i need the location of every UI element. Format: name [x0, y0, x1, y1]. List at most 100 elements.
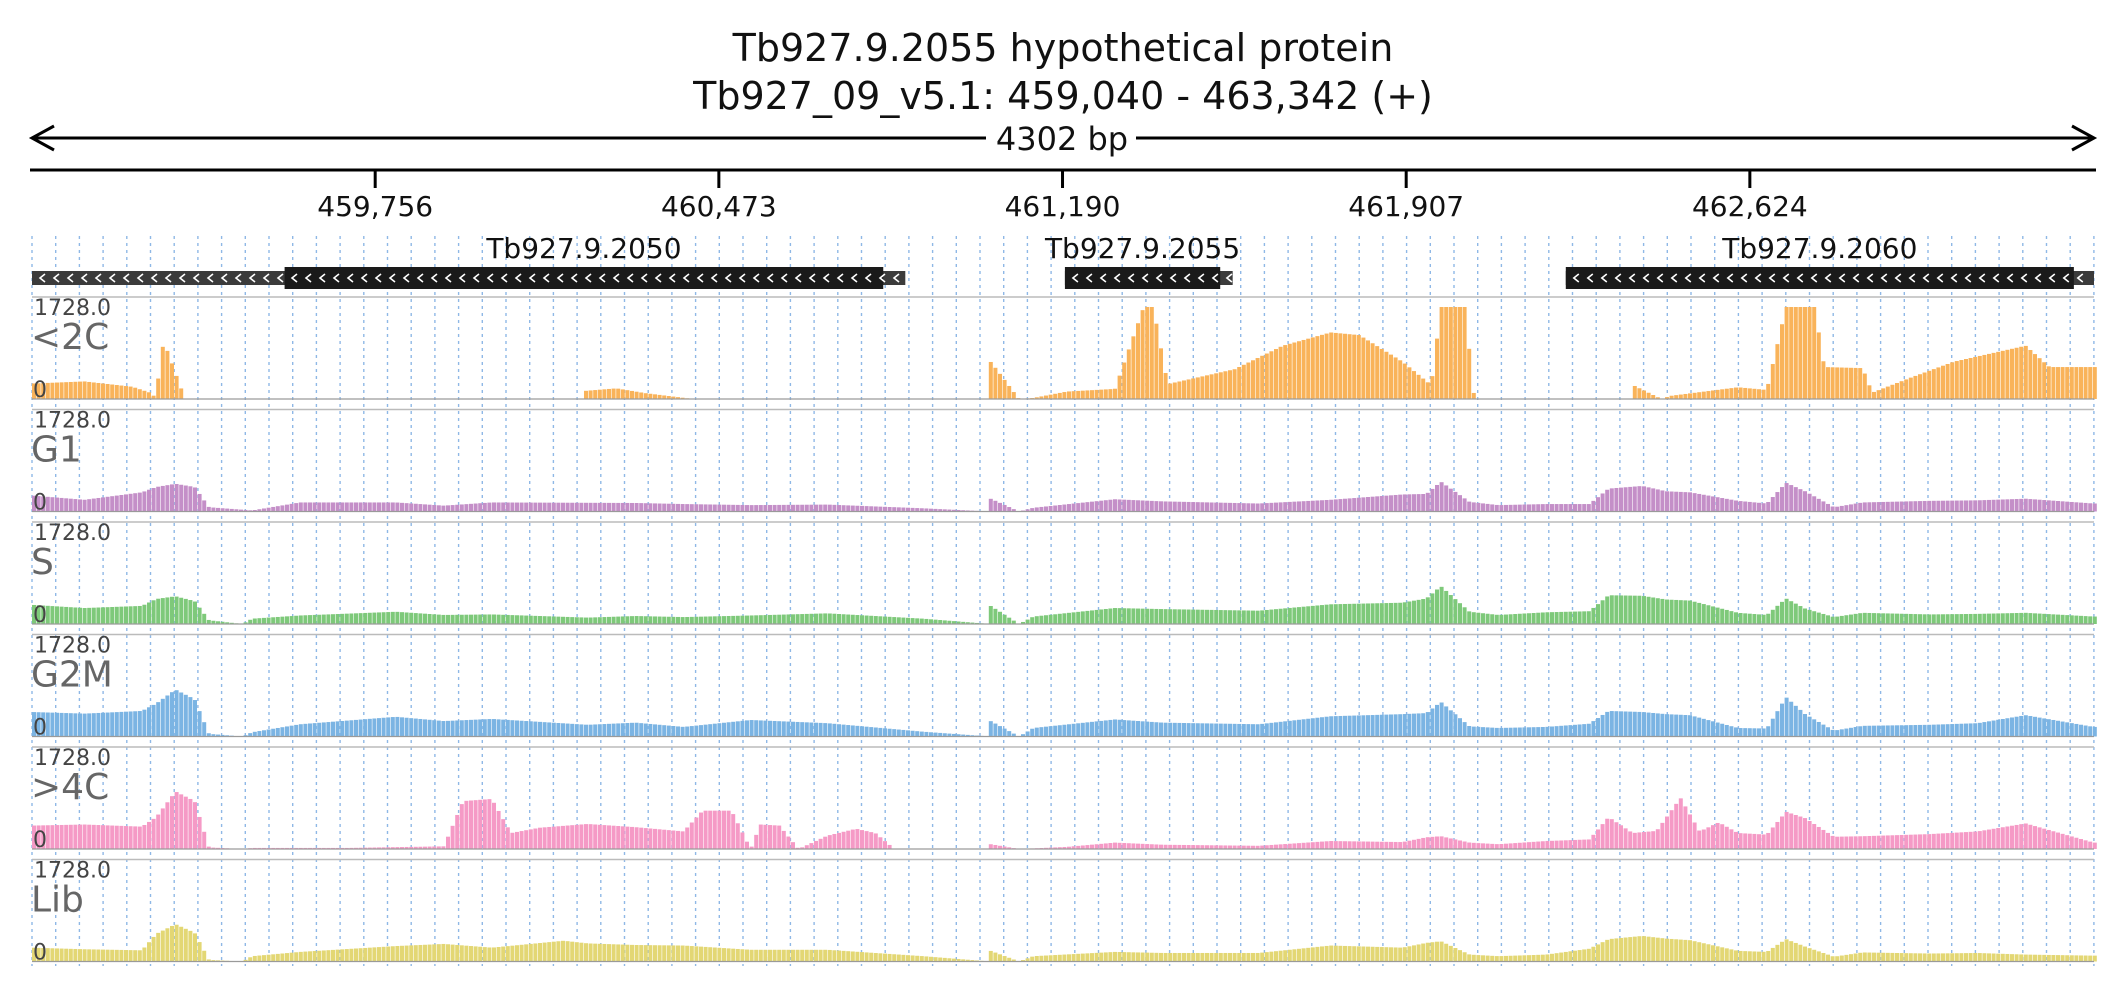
coverage-bar: [1729, 611, 1734, 624]
coverage-bar: [800, 722, 805, 737]
coverage-bar: [1628, 831, 1633, 849]
coverage-bar: [1393, 841, 1398, 849]
coverage-bar: [303, 502, 308, 512]
coverage-bar: [1669, 810, 1674, 849]
coverage-bar: [1062, 613, 1067, 624]
coverage-bar: [542, 616, 547, 624]
coverage-bar: [1453, 599, 1458, 624]
coverage-bar: [561, 940, 565, 962]
strand-chevron: [304, 273, 312, 283]
coverage-bar: [87, 499, 92, 512]
coverage-bar: [1324, 841, 1329, 849]
coverage-bar: [395, 847, 400, 849]
coverage-bar: [1697, 717, 1702, 737]
coverage-bar: [666, 503, 671, 512]
coverage-bar: [1237, 723, 1242, 737]
coverage-bar: [160, 930, 165, 962]
coverage-bar: [1968, 723, 1973, 737]
coverage-bar: [1297, 501, 1301, 512]
coverage-bar: [653, 724, 657, 737]
coverage-bar: [1425, 597, 1430, 624]
coverage-bar: [1021, 734, 1025, 737]
coverage-bar: [1605, 939, 1610, 962]
coverage-bar: [321, 502, 326, 512]
coverage-bar: [137, 711, 142, 737]
coverage-bar: [1453, 839, 1458, 849]
coverage-bar: [1747, 833, 1752, 849]
coverage-bar: [1177, 952, 1182, 962]
coverage-bar: [919, 731, 924, 737]
coverage-bar: [924, 731, 929, 737]
coverage-bar: [1959, 360, 1964, 399]
coverage-bar: [662, 503, 667, 512]
coverage-bar: [754, 949, 759, 962]
coverage-bar: [1508, 614, 1513, 624]
coverage-bar: [1168, 952, 1173, 962]
coverage-bar: [349, 948, 354, 962]
coverage-bar: [2074, 615, 2079, 624]
coverage-bar: [1168, 383, 1173, 399]
coverage-bar: [2042, 954, 2047, 962]
coverage-bar: [1347, 715, 1352, 737]
coverage-bar: [1945, 364, 1950, 399]
coverage-bar: [1315, 841, 1320, 849]
coverage-bar: [804, 845, 809, 849]
coverage-bar: [1964, 500, 1968, 512]
coverage-bar: [533, 721, 538, 737]
coverage-bar: [1945, 833, 1950, 849]
coverage-bar: [1186, 952, 1191, 962]
track-min-label: 0: [33, 378, 47, 403]
coverage-bar: [317, 502, 322, 512]
coverage-bar: [1172, 844, 1177, 849]
coverage-bar: [2069, 501, 2074, 512]
coverage-bar: [1255, 503, 1260, 512]
coverage-bar: [1812, 496, 1817, 512]
coverage-bar: [1209, 723, 1214, 737]
coverage-bar: [170, 925, 174, 962]
coverage-bar: [1195, 723, 1200, 737]
coverage-bar: [1674, 803, 1679, 849]
coverage-bar: [1200, 609, 1205, 624]
coverage-bar: [1789, 601, 1794, 624]
strand-chevron: [1726, 273, 1734, 283]
coverage-bar: [1067, 504, 1071, 512]
coverage-bar: [436, 720, 441, 737]
coverage-bar: [795, 614, 800, 624]
coverage-bar: [556, 941, 561, 962]
coverage-bar: [2023, 954, 2028, 962]
coverage-bar: [666, 616, 671, 624]
strand-chevron: [1572, 273, 1580, 283]
coverage-bar: [1853, 613, 1858, 624]
coverage-bar: [1844, 836, 1849, 849]
coverage-bar: [814, 504, 818, 512]
strand-chevron: [416, 273, 424, 283]
coverage-bar: [1908, 953, 1913, 962]
coverage-bar: [947, 733, 952, 737]
coverage-bar: [1766, 950, 1771, 962]
coverage-bar: [197, 607, 202, 624]
coverage-bar: [1099, 952, 1104, 962]
coverage-bar: [1554, 504, 1559, 512]
coverage-bar: [988, 606, 993, 624]
coverage-bar: [73, 381, 78, 399]
coverage-bar: [551, 826, 556, 849]
coverage-bar: [1007, 617, 1012, 624]
coverage-bar: [786, 721, 791, 737]
coverage-bar: [1297, 948, 1301, 962]
coverage-bar: [1559, 952, 1564, 962]
coverage-bar: [2033, 354, 2037, 399]
coverage-bar: [1370, 946, 1375, 962]
coverage-bar: [1752, 388, 1757, 399]
coverage-bar: [105, 949, 110, 962]
coverage-bar: [1711, 825, 1715, 849]
coverage-bar: [915, 618, 920, 624]
coverage-bar: [620, 502, 625, 512]
coverage-bar: [1306, 606, 1311, 624]
coverage-bar: [1154, 844, 1159, 849]
coverage-bar: [901, 507, 906, 512]
coverage-bar: [1982, 354, 1987, 399]
coverage-bar: [873, 506, 878, 512]
strand-chevron: [556, 273, 564, 283]
coverage-bar: [860, 505, 864, 512]
